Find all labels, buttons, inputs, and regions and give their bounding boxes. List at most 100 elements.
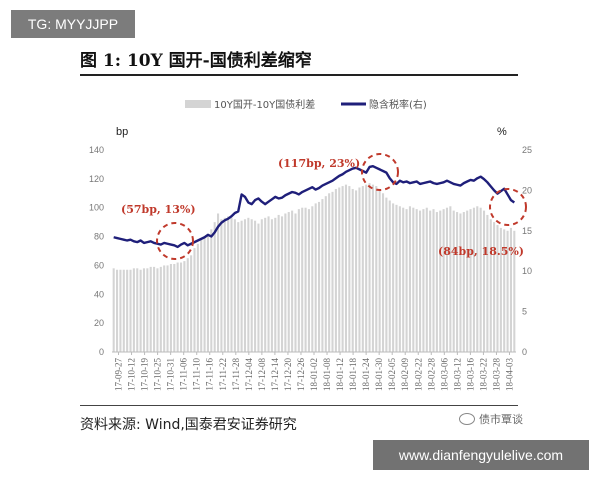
- x-tick-label: 18-02-09: [400, 358, 410, 391]
- annotations: (57bp, 13%) (117bp, 23%) (84bp, 18.5%): [121, 153, 527, 260]
- y-right-tick-label: 0: [522, 347, 527, 357]
- spread-bar: [119, 269, 122, 352]
- figure-title: 图 1: 10Y 国开-国债利差缩窄: [80, 51, 312, 71]
- spread-bar: [213, 222, 216, 352]
- legend-bar-label: 10Y国开-10Y国债利差: [214, 98, 315, 111]
- legend-line-label: 隐含税率(右): [369, 98, 427, 111]
- x-tick-label: 17-11-28: [231, 358, 241, 391]
- annotation-label-1: (57bp, 13%): [121, 203, 196, 216]
- spread-bar: [223, 217, 226, 352]
- spread-bar: [196, 243, 199, 352]
- spread-bar: [116, 269, 119, 352]
- spread-bar: [368, 183, 371, 352]
- x-tick-label: 17-11-16: [205, 358, 215, 391]
- spread-bar: [254, 220, 257, 352]
- spread-bar: [257, 223, 260, 352]
- spread-bar: [321, 199, 324, 352]
- spread-bar: [412, 207, 415, 352]
- y-left-tick-label: 80: [94, 232, 104, 242]
- spread-bar: [361, 186, 364, 352]
- spread-bar: [506, 230, 509, 352]
- spread-bar: [375, 186, 378, 352]
- x-tick-label: 17-10-12: [127, 358, 137, 391]
- source-note: 资料来源: Wind,国泰君安证券研究: [80, 417, 297, 433]
- spread-bar: [179, 262, 183, 352]
- spread-bar: [378, 188, 381, 352]
- spread-bar: [503, 229, 506, 352]
- spread-bar: [287, 212, 290, 352]
- x-tick-label: 18-02-28: [426, 358, 436, 391]
- spread-bar: [122, 269, 125, 352]
- spread-bar: [142, 268, 146, 352]
- spread-bar: [304, 207, 307, 352]
- x-tick-label: 17-09-27: [114, 358, 124, 391]
- spread-bar: [139, 269, 142, 352]
- spread-bar: [334, 188, 337, 352]
- spread-bar: [331, 191, 334, 352]
- y-left-tick-label: 100: [89, 203, 104, 213]
- wechat-icon: [459, 413, 475, 425]
- spread-bar: [203, 236, 206, 352]
- x-tick-label: 17-11-10: [192, 358, 202, 391]
- x-tick-label: 18-03-06: [439, 358, 449, 391]
- x-tick-label: 17-12-14: [270, 358, 280, 391]
- title-rule: [80, 74, 518, 76]
- spread-bar: [227, 216, 230, 352]
- spread-bar: [405, 209, 408, 352]
- spread-bar: [371, 184, 374, 352]
- spread-bar: [351, 188, 354, 352]
- left-axis: 0 20 40 60 80 100 120 140: [89, 145, 104, 357]
- spread-bar: [163, 265, 166, 352]
- spread-bar: [462, 212, 465, 352]
- spread-bar: [324, 196, 327, 352]
- spread-bar: [466, 210, 469, 352]
- y-right-tick-label: 25: [522, 145, 532, 155]
- wechat-label: 债市覃谈: [479, 413, 523, 426]
- y-left-tick-label: 120: [89, 174, 104, 184]
- x-tick-label: 17-12-04: [244, 358, 254, 391]
- x-tick-label: 18-01-08: [322, 358, 332, 391]
- x-tick-label: 17-10-25: [153, 358, 163, 391]
- x-tick-label: 18-02-22: [413, 358, 423, 391]
- spread-bar: [392, 203, 395, 352]
- spread-bar: [482, 210, 486, 352]
- y-right-tick-label: 20: [522, 185, 532, 195]
- spread-bar: [264, 217, 267, 352]
- source-rule: [80, 405, 518, 406]
- annotation-circle-1: [156, 222, 194, 260]
- spread-bar: [459, 213, 462, 352]
- spread-bar: [415, 209, 418, 352]
- x-tick-label: 18-04-03: [504, 358, 514, 391]
- x-tick-label: 17-12-26: [296, 358, 306, 391]
- annotation-label-2: (117bp, 23%): [278, 157, 360, 170]
- x-tick-label: 17-10-19: [140, 358, 150, 391]
- spread-bar: [112, 268, 115, 352]
- spread-bar: [129, 269, 132, 352]
- spread-bar: [190, 255, 193, 352]
- y-right-tick-label: 15: [522, 226, 532, 236]
- y-left-tick-label: 20: [94, 318, 104, 328]
- spread-bar: [496, 225, 499, 352]
- watermark-bottom: www.dianfengyulelive.com: [373, 440, 589, 470]
- spread-bar: [435, 212, 438, 352]
- spread-bar: [220, 219, 223, 352]
- spread-bar: [311, 206, 314, 352]
- spread-bar: [358, 187, 361, 352]
- spread-bar: [439, 210, 442, 352]
- spread-bar: [186, 258, 189, 352]
- x-tick-label: 18-03-16: [465, 358, 475, 391]
- spread-bar: [425, 207, 428, 352]
- spread-bar: [240, 220, 243, 352]
- spread-bar: [476, 206, 479, 352]
- spread-bar: [452, 210, 455, 352]
- spread-bar: [344, 184, 348, 352]
- spread-bar: [297, 209, 300, 352]
- x-tick-label: 18-03-28: [491, 358, 501, 391]
- spread-bar: [493, 222, 496, 352]
- spread-bar: [509, 227, 512, 352]
- spread-bar: [247, 217, 250, 352]
- spread-bar: [159, 266, 162, 352]
- y-left-tick-label: 0: [99, 347, 104, 357]
- spread-bar: [146, 268, 149, 352]
